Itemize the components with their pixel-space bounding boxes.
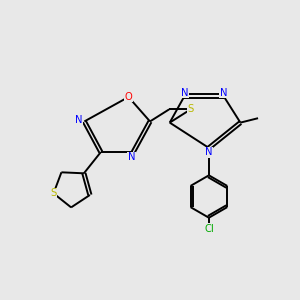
Text: Cl: Cl [204, 224, 214, 234]
Text: S: S [188, 104, 194, 114]
Text: N: N [128, 152, 136, 162]
Text: N: N [220, 88, 227, 98]
Text: S: S [50, 188, 57, 198]
Text: N: N [75, 115, 83, 125]
Text: N: N [181, 88, 188, 98]
Text: N: N [205, 147, 213, 158]
Text: O: O [124, 92, 132, 102]
